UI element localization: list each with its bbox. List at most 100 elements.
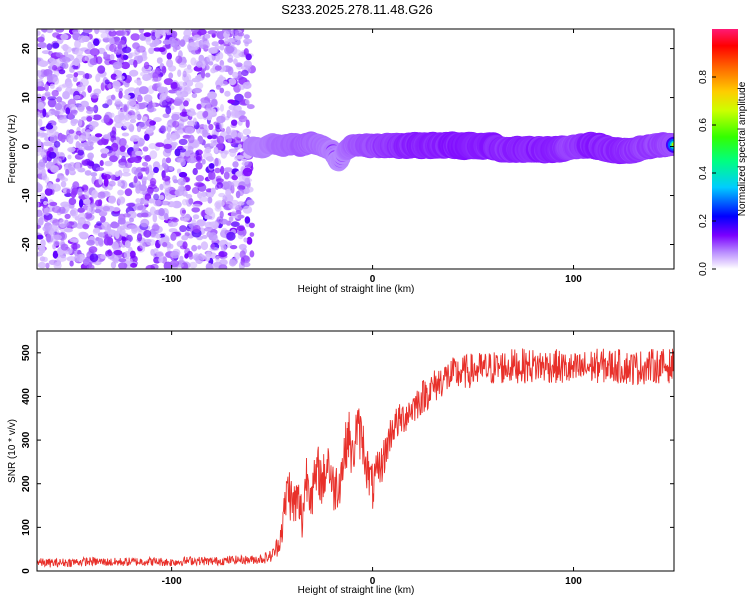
noise-blob	[237, 188, 244, 197]
noise-blob	[224, 181, 235, 190]
noise-blob	[58, 206, 66, 214]
noise-blob	[141, 212, 149, 218]
noise-blob	[117, 109, 125, 118]
noise-blob	[44, 187, 53, 196]
noise-blob	[211, 134, 218, 140]
noise-blob	[207, 91, 218, 100]
noise-blob	[242, 167, 253, 177]
noise-blob	[124, 188, 133, 197]
noise-blob	[223, 171, 230, 180]
noise-blob	[135, 198, 141, 204]
noise-blob	[156, 86, 167, 93]
noise-blob	[48, 151, 57, 159]
noise-blob	[227, 99, 235, 104]
noise-blob	[201, 158, 206, 165]
noise-blob	[165, 96, 171, 102]
noise-blob	[70, 243, 81, 250]
noise-blob	[142, 146, 149, 152]
noise-blob	[37, 70, 42, 77]
noise-blob	[177, 178, 187, 186]
noise-blob	[213, 121, 219, 126]
y-tick-label: 300	[21, 431, 32, 448]
noise-blob	[192, 34, 201, 41]
noise-blob	[69, 238, 79, 243]
noise-blob	[130, 33, 140, 41]
noise-blob	[170, 141, 178, 147]
noise-blob	[77, 149, 85, 156]
noise-blob	[91, 136, 100, 142]
spectrogram-y-title: Frequency (Hz)	[7, 115, 18, 184]
noise-blob	[158, 257, 164, 263]
noise-blob	[104, 160, 113, 167]
noise-blob	[90, 43, 96, 49]
noise-blob	[46, 74, 53, 83]
noise-blob	[103, 236, 111, 246]
noise-blob	[109, 43, 117, 53]
noise-blob	[178, 171, 188, 178]
noise-blob	[189, 261, 198, 269]
noise-blob	[37, 118, 43, 127]
noise-blob	[208, 163, 215, 169]
noise-blob	[86, 205, 92, 214]
noise-blob	[94, 133, 103, 138]
noise-blob	[160, 200, 171, 206]
noise-blob	[196, 219, 206, 227]
noise-blob	[225, 29, 231, 35]
signal-blob	[671, 142, 674, 148]
noise-blob	[204, 214, 209, 220]
noise-blob	[209, 142, 217, 147]
noise-blob	[93, 38, 100, 46]
chart-title: S233.2025.278.11.48.G26	[281, 2, 433, 17]
colorbar-tick-label: 0.4	[698, 166, 709, 180]
noise-blob	[43, 200, 48, 206]
noise-blob	[231, 119, 238, 126]
x-tick-label: -100	[162, 274, 182, 285]
noise-blob	[37, 36, 45, 43]
noise-blob	[208, 170, 216, 180]
noise-blob	[97, 232, 105, 238]
noise-blob	[106, 150, 116, 157]
noise-blob	[163, 78, 174, 86]
noise-blob	[59, 175, 66, 181]
noise-blob	[210, 221, 219, 229]
noise-blob	[203, 110, 209, 118]
noise-blob	[138, 29, 145, 34]
noise-blob	[208, 61, 214, 66]
noise-blob	[55, 178, 60, 183]
noise-blob	[141, 116, 148, 122]
noise-blob	[191, 207, 200, 213]
noise-blob	[89, 48, 100, 57]
noise-blob	[224, 150, 229, 155]
noise-blob	[47, 147, 54, 152]
noise-blob	[78, 221, 84, 228]
noise-blob	[172, 120, 180, 128]
noise-blob	[227, 66, 234, 76]
colorbar-label: Normalized spectral amplitude	[737, 81, 748, 216]
noise-blob	[137, 205, 147, 211]
noise-blob	[90, 172, 98, 177]
noise-blob	[192, 203, 202, 208]
noise-blob	[37, 261, 47, 269]
noise-blob	[174, 96, 185, 102]
noise-blob	[154, 67, 161, 75]
noise-blob	[180, 158, 186, 167]
noise-blob	[184, 253, 189, 259]
spectrogram-x-title: Height of straight line (km)	[298, 284, 415, 295]
noise-blob	[195, 175, 205, 182]
noise-blob	[130, 262, 138, 268]
noise-blob	[135, 150, 144, 156]
noise-blob	[232, 71, 239, 79]
noise-blob	[236, 170, 241, 178]
noise-blob	[167, 220, 174, 228]
noise-blob	[87, 85, 92, 93]
y-tick-label: -10	[21, 188, 32, 203]
noise-blob	[77, 104, 85, 113]
noise-blob	[138, 121, 149, 130]
noise-blob	[133, 175, 138, 184]
noise-blob	[201, 234, 208, 239]
noise-blob	[117, 217, 126, 225]
noise-blob	[112, 257, 119, 263]
noise-blob	[214, 157, 219, 167]
noise-blob	[162, 113, 170, 119]
noise-blob	[45, 262, 50, 269]
